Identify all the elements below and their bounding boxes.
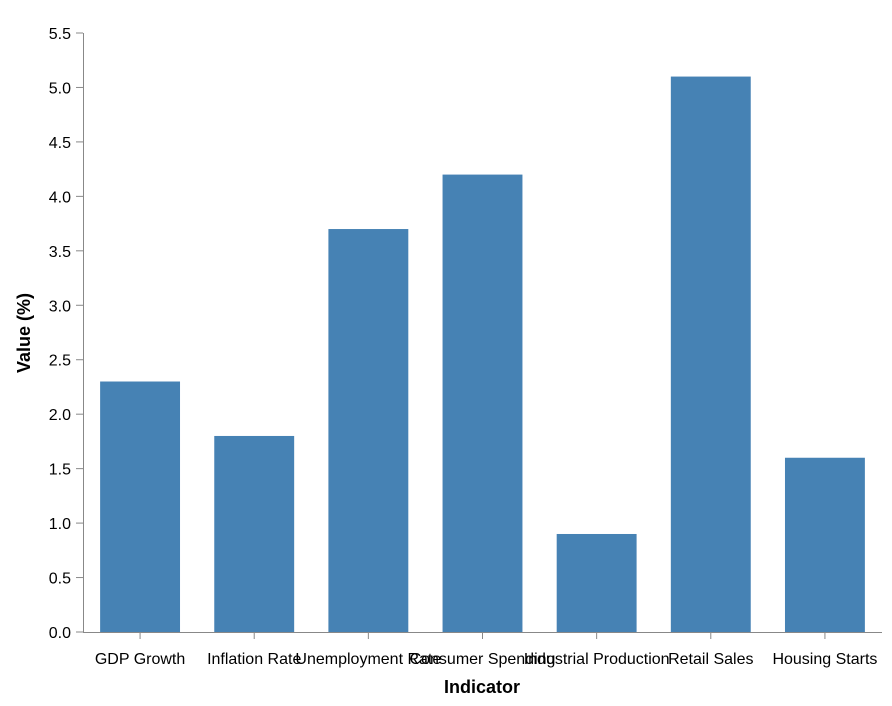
x-tick-label: Consumer Spending bbox=[410, 651, 556, 668]
y-tick-label: 2.0 bbox=[49, 407, 71, 424]
y-tick-label: 1.0 bbox=[49, 516, 71, 533]
y-tick-label: 4.0 bbox=[49, 189, 71, 206]
bar bbox=[670, 76, 751, 632]
y-tick-label: 1.5 bbox=[49, 462, 71, 479]
x-axis-title: Indicator bbox=[444, 677, 520, 697]
bar bbox=[100, 381, 181, 632]
y-axis: 0.0 0.5 1.0 1.5 2.0 2.5 3.0 3.5 4.0 4.5 5.0 5.5 bbox=[49, 26, 84, 642]
bar bbox=[556, 533, 637, 632]
bar bbox=[214, 435, 295, 632]
bar bbox=[784, 457, 865, 632]
bar bbox=[442, 174, 523, 632]
x-tick-label: Inflation Rate bbox=[207, 651, 301, 668]
y-tick-label: 0.0 bbox=[49, 625, 71, 642]
x-tick-label: GDP Growth bbox=[95, 651, 185, 668]
y-tick-label: 0.5 bbox=[49, 571, 71, 588]
x-tick-label: Retail Sales bbox=[668, 651, 753, 668]
bars-group bbox=[100, 76, 865, 632]
x-tick-label: Housing Starts bbox=[772, 651, 877, 668]
y-tick-label: 2.5 bbox=[49, 353, 71, 370]
bar bbox=[328, 229, 409, 632]
y-tick-label: 4.5 bbox=[49, 135, 71, 152]
x-tick-label: Industrial Production bbox=[524, 651, 670, 668]
y-tick-label: 5.5 bbox=[49, 26, 71, 43]
y-tick-label: 5.0 bbox=[49, 80, 71, 97]
y-tick-label: 3.5 bbox=[49, 244, 71, 261]
y-tick-label: 3.0 bbox=[49, 298, 71, 315]
x-tick-label: Unemployment Rate bbox=[295, 651, 441, 668]
y-axis-title: Value (%) bbox=[14, 293, 34, 373]
